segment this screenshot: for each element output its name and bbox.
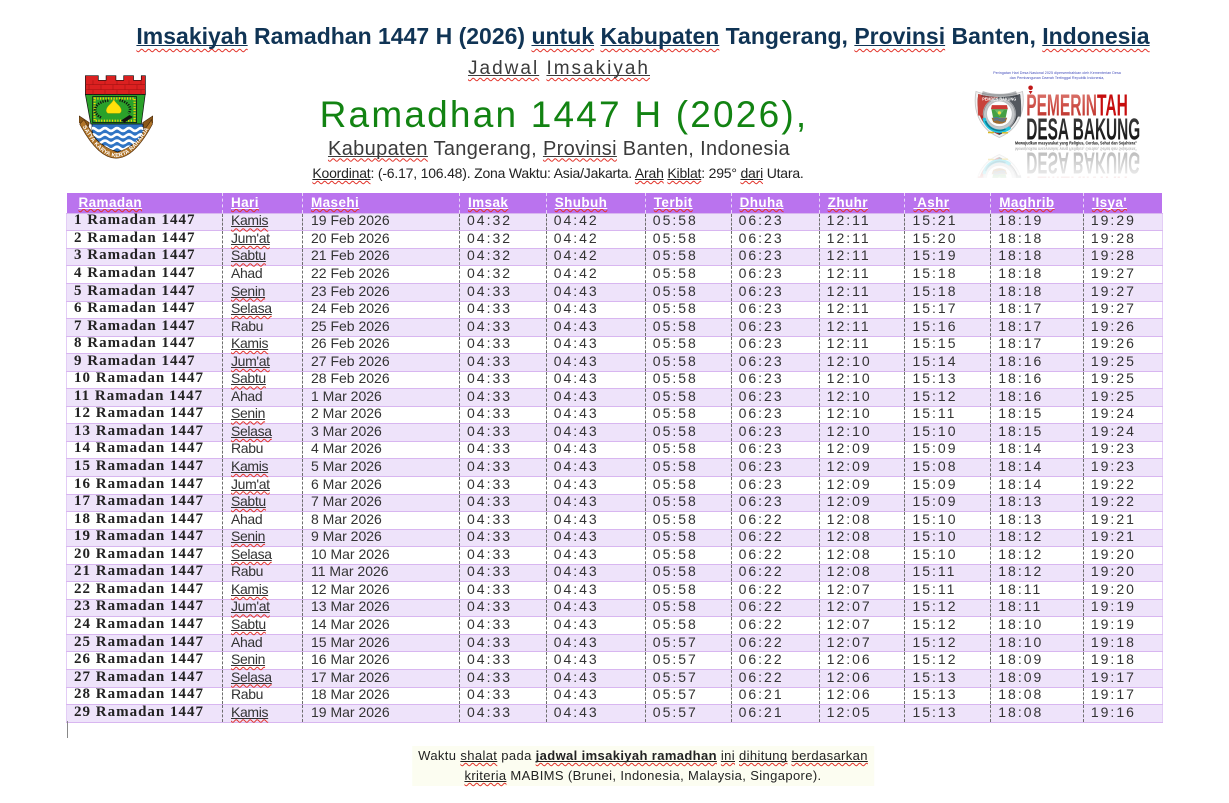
svg-text:PEMERINTAH: PEMERINTAH: [1026, 89, 1128, 123]
svg-text:Mewujudkan masyarakat yang Rel: Mewujudkan masyarakat yang Religius, Cer…: [1015, 146, 1137, 151]
svg-text:DESA BAKUNG: DESA BAKUNG: [1026, 145, 1140, 178]
svg-text:Peringatan Hari Desa Nasional: Peringatan Hari Desa Nasional 2025 diper…: [993, 71, 1122, 75]
svg-text:PEMDES BAKUNG: PEMDES BAKUNG: [982, 97, 1017, 102]
svg-text:DESA BAKUNG: DESA BAKUNG: [1026, 113, 1140, 147]
svg-text:dan Pembangunan Daerah Terting: dan Pembangunan Daerah Tertinggal Republ…: [1010, 76, 1105, 80]
svg-text:Mewujudkan masyarakat yang Rel: Mewujudkan masyarakat yang Religius, Cer…: [1015, 141, 1137, 146]
